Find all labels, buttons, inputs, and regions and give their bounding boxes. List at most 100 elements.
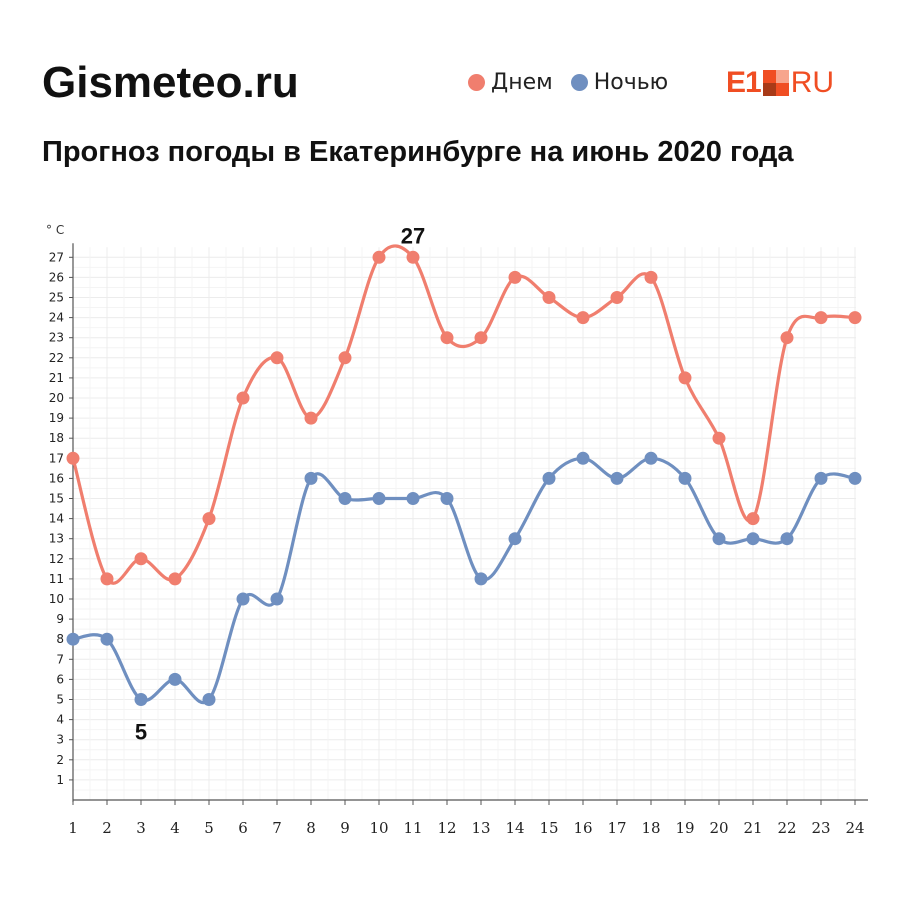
- logo-e1-text: E1: [726, 66, 762, 99]
- point-day: [304, 411, 318, 425]
- legend-day-label: Днем: [491, 70, 553, 95]
- point-night: [644, 451, 658, 465]
- point-day: [848, 311, 862, 325]
- y-tick-label: 17: [49, 451, 64, 465]
- y-tick-label: 14: [49, 512, 64, 526]
- y-tick-label: 15: [49, 492, 64, 506]
- data-label: 5: [135, 720, 147, 745]
- point-day: [508, 270, 522, 284]
- point-night: [372, 492, 386, 505]
- x-tick-label: 13: [471, 819, 490, 837]
- y-tick-label: 11: [49, 572, 64, 586]
- data-label: 27: [401, 223, 425, 248]
- x-tick-label: 11: [403, 819, 422, 837]
- point-night: [814, 471, 828, 485]
- x-tick-label: 15: [539, 819, 558, 837]
- point-night: [236, 592, 250, 606]
- x-tick-label: 21: [743, 819, 762, 837]
- y-tick-label: 1: [56, 773, 64, 787]
- x-tick-label: 9: [340, 819, 350, 837]
- point-night: [542, 471, 556, 485]
- x-tick-label: 19: [675, 819, 694, 837]
- x-tick-label: 17: [607, 819, 626, 837]
- y-tick-label: 5: [56, 693, 64, 707]
- point-night: [134, 693, 148, 706]
- y-tick-label: 9: [56, 612, 64, 626]
- point-night: [678, 471, 692, 485]
- point-night: [168, 672, 182, 686]
- point-day: [678, 371, 692, 385]
- x-tick-label: 7: [272, 819, 282, 837]
- point-day: [134, 552, 148, 566]
- point-day: [644, 270, 658, 284]
- point-day: [576, 311, 590, 325]
- x-tick-label: 2: [102, 819, 112, 837]
- point-day: [474, 331, 488, 345]
- point-day: [780, 331, 794, 345]
- series-line-day: [71, 244, 856, 585]
- point-day: [610, 291, 624, 304]
- y-tick-label: 23: [49, 331, 64, 345]
- point-night: [848, 471, 862, 485]
- y-tick-label: 22: [49, 351, 64, 365]
- chart-legend: Днем Ночью: [468, 70, 676, 95]
- y-axis-label: ° C: [46, 223, 64, 237]
- point-day: [372, 250, 386, 264]
- point-day: [814, 311, 828, 325]
- x-tick-label: 6: [238, 819, 248, 837]
- brand-title: Gismeteo.ru: [42, 58, 299, 107]
- y-tick-label: 24: [49, 311, 64, 325]
- chart-title: Прогноз погоды в Екатеринбурге на июнь 2…: [42, 136, 794, 168]
- x-tick-label: 8: [306, 819, 316, 837]
- point-night: [610, 471, 624, 485]
- x-tick-label: 3: [136, 819, 146, 837]
- y-tick-label: 13: [49, 532, 64, 546]
- x-tick-label: 14: [505, 819, 524, 837]
- x-tick-label: 5: [204, 819, 214, 837]
- y-tick-label: 10: [49, 592, 64, 606]
- point-night: [338, 492, 352, 505]
- x-tick-label: 23: [811, 819, 830, 837]
- point-day: [338, 351, 352, 365]
- y-tick-label: 19: [49, 411, 64, 425]
- legend-night-marker: [570, 74, 588, 91]
- logo-squares-icon: [762, 70, 789, 96]
- point-day: [712, 431, 726, 445]
- x-tick-label: 12: [437, 819, 456, 837]
- point-day: [542, 291, 556, 304]
- point-day: [168, 572, 182, 586]
- logo-ru-text: RU: [790, 66, 835, 99]
- e1-logo: E1 RU: [726, 66, 835, 99]
- x-tick-label: 22: [777, 819, 796, 837]
- point-night: [746, 532, 760, 546]
- x-tick-label: 16: [573, 819, 592, 837]
- point-day: [746, 512, 760, 526]
- point-night: [440, 492, 454, 505]
- y-tick-label: 20: [49, 391, 64, 405]
- point-night: [100, 632, 114, 646]
- y-tick-label: 8: [56, 632, 64, 646]
- legend-night-label: Ночью: [593, 70, 669, 95]
- point-night: [474, 572, 488, 586]
- y-tick-label: 3: [56, 733, 64, 747]
- legend-item-night: Ночью: [570, 70, 669, 95]
- point-night: [508, 532, 522, 546]
- x-tick-label: 20: [709, 819, 728, 837]
- x-tick-label: 24: [845, 819, 864, 837]
- x-tick-label: 4: [170, 819, 180, 837]
- point-day: [66, 451, 80, 465]
- point-night: [202, 693, 216, 706]
- point-night: [66, 632, 80, 646]
- x-tick-label: 18: [641, 819, 660, 837]
- y-tick-label: 27: [49, 250, 64, 264]
- point-night: [406, 492, 420, 505]
- x-tick-label: 1: [68, 819, 78, 837]
- point-day: [270, 351, 284, 365]
- point-night: [304, 471, 318, 485]
- point-day: [236, 391, 250, 405]
- point-day: [202, 512, 216, 526]
- y-tick-label: 21: [49, 371, 64, 385]
- y-tick-label: 4: [56, 713, 64, 727]
- y-tick-label: 6: [56, 672, 64, 686]
- y-tick-label: 7: [56, 652, 64, 666]
